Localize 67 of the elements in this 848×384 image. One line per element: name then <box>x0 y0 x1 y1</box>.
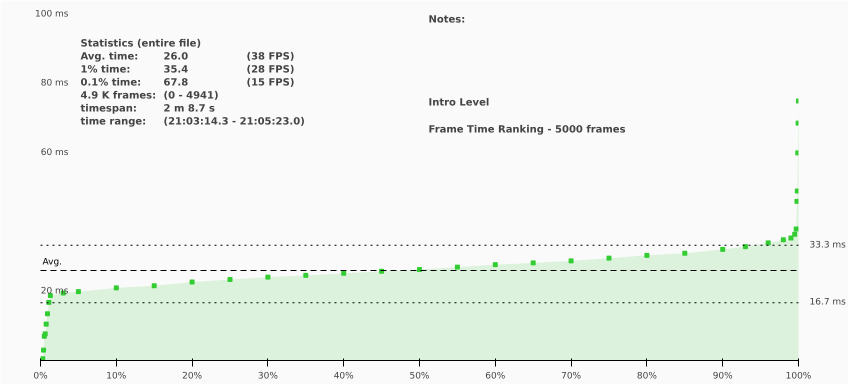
point <box>742 244 748 250</box>
x-tick-label: 50% <box>410 372 430 382</box>
point <box>568 258 574 264</box>
point <box>44 322 49 327</box>
point <box>794 198 798 204</box>
point <box>720 246 726 252</box>
annotation: Intro Level <box>428 98 490 108</box>
annotation: time range: <box>80 116 146 128</box>
point <box>152 283 157 288</box>
point <box>228 277 232 282</box>
annotation: timespan: <box>80 104 137 114</box>
annotation: Avg. time: <box>80 52 138 62</box>
point <box>780 237 786 242</box>
point <box>76 289 81 294</box>
ref-line-label: 33.3 ms <box>810 240 846 250</box>
annotation: 1% time: <box>80 64 130 76</box>
annotation: (28 FPS) <box>246 64 294 76</box>
annotation: 2 m 8.7 s <box>164 104 216 114</box>
x-tick-label: 30% <box>258 372 278 382</box>
annotation: (0 - 4941) <box>164 90 219 102</box>
annotation: Statistics (entire file) <box>80 38 202 50</box>
x-tick-label: 60% <box>485 372 506 382</box>
ref-line-label: 16.7 ms <box>810 298 846 308</box>
x-tick-label: 90% <box>712 372 734 382</box>
point <box>341 270 346 276</box>
annotation: 35.4 <box>164 64 188 76</box>
x-tick-label: 40% <box>334 372 354 382</box>
annotation: Frame Time Ranking - 5000 frames <box>428 124 626 136</box>
point <box>454 264 460 270</box>
point <box>606 256 612 261</box>
point <box>766 240 771 246</box>
x-tick-label: 70% <box>561 372 582 382</box>
x-tick-label: 10% <box>106 372 127 382</box>
annotation: 26.0 <box>164 52 188 62</box>
annotation: (15 FPS) <box>246 78 294 88</box>
x-tick-label: 0% <box>33 372 48 382</box>
point <box>42 331 48 336</box>
point <box>794 226 798 232</box>
annotation: Notes: <box>428 14 466 26</box>
point <box>46 300 52 305</box>
y-tick-label: 80 ms <box>40 78 69 89</box>
y-tick-label: 20 ms <box>40 286 69 296</box>
point <box>492 262 498 268</box>
x-tick-label: 100% <box>786 372 812 382</box>
ref-line-label: Avg. <box>42 258 62 268</box>
point <box>792 232 798 237</box>
point <box>644 252 650 258</box>
point <box>44 311 50 316</box>
point <box>303 272 308 278</box>
annotation: (38 FPS) <box>246 52 294 62</box>
annotation: 4.9 K frames: <box>80 90 156 102</box>
point <box>794 188 798 194</box>
annotation: 67.8 <box>164 78 188 88</box>
point <box>788 236 794 241</box>
y-tick-label: 60 ms <box>40 148 69 158</box>
point <box>114 285 119 290</box>
annotation: 0.1% time: <box>80 78 142 88</box>
point <box>530 260 536 266</box>
point <box>190 279 195 284</box>
annotation: (21:03:14.3 - 21:05:23.0) <box>164 116 305 128</box>
point <box>265 274 270 280</box>
point <box>41 348 46 353</box>
x-tick-label: 20% <box>182 372 203 382</box>
point <box>417 267 422 272</box>
point <box>682 250 688 256</box>
y-tick-label: 100 ms <box>35 10 69 20</box>
x-tick-label: 80% <box>636 372 658 382</box>
